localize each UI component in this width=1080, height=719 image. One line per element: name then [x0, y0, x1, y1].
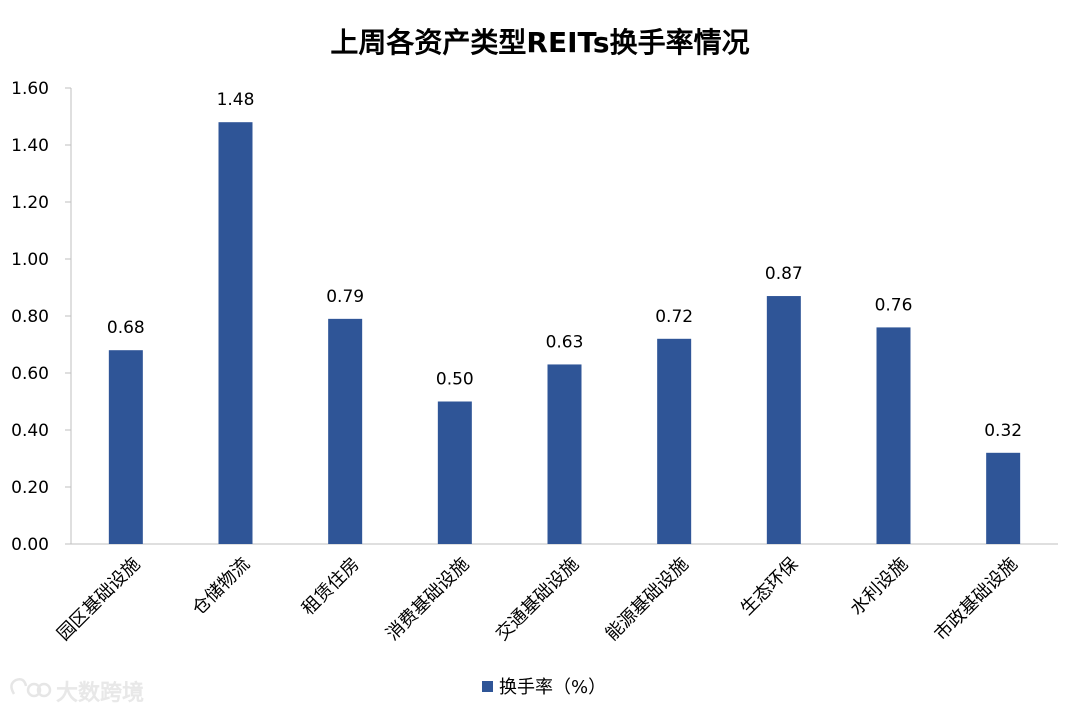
category-label: 租赁住房: [298, 554, 364, 620]
category-label: 能源基础设施: [602, 554, 693, 645]
bar: [437, 401, 472, 544]
bars-group: [108, 122, 1021, 544]
category-label: 园区基础设施: [53, 554, 144, 645]
legend-swatch: [482, 681, 493, 692]
data-label: 0.76: [875, 295, 913, 315]
data-label: 0.87: [765, 264, 803, 284]
category-label: 水利设施: [846, 554, 912, 620]
data-label: 0.63: [546, 332, 584, 352]
legend: 换手率（%）: [482, 677, 606, 698]
y-tick-label: 1.40: [11, 136, 49, 156]
data-label: 0.72: [655, 307, 693, 327]
data-label: 0.68: [107, 318, 145, 338]
category-label: 交通基础设施: [492, 554, 583, 645]
y-tick-label: 1.60: [11, 79, 49, 99]
y-tick-label: 0.60: [11, 364, 49, 384]
bar: [876, 327, 911, 544]
data-label: 0.50: [436, 370, 474, 390]
y-tick-label: 0.20: [11, 478, 49, 498]
category-label: 市政基础设施: [931, 554, 1022, 645]
y-tick-label: 0.80: [11, 307, 49, 327]
y-tick-label: 0.00: [11, 535, 49, 555]
bar: [108, 350, 143, 544]
legend-label: 换手率（%）: [499, 677, 606, 698]
y-tick-label: 1.20: [11, 193, 49, 213]
bar: [218, 122, 253, 544]
watermark-text: 大数跨境: [56, 680, 144, 706]
category-label: 消费基础设施: [382, 554, 473, 645]
y-tick-label: 0.40: [11, 421, 49, 441]
category-label: 仓储物流: [188, 554, 254, 620]
y-axis: 0.00 0.20 0.40 0.60 0.80 1.00 1.20 1.40 1.60: [11, 79, 72, 555]
chart-title: 上周各资产类型REITs换手率情况: [330, 26, 749, 59]
bar: [328, 318, 363, 544]
category-label: 生态环保: [737, 554, 803, 620]
bar: [657, 338, 692, 544]
watermark-logo-icon: [10, 678, 52, 698]
bar: [766, 296, 801, 544]
bar: [547, 364, 582, 544]
data-label: 0.32: [984, 421, 1022, 441]
data-label: 0.79: [326, 287, 364, 307]
y-tick-label: 1.00: [11, 250, 49, 270]
data-label: 1.48: [217, 90, 255, 110]
watermark: 大数跨境: [10, 678, 144, 706]
bar: [986, 452, 1021, 544]
category-labels-group: 园区基础设施 仓储物流 租赁住房 消费基础设施 交通基础设施 能源基础设施 生态环保 水利设施…: [53, 554, 1022, 645]
data-labels-group: 0.68 1.48 0.79 0.50 0.63 0.72 0.87 0.76 0.32: [107, 90, 1022, 441]
